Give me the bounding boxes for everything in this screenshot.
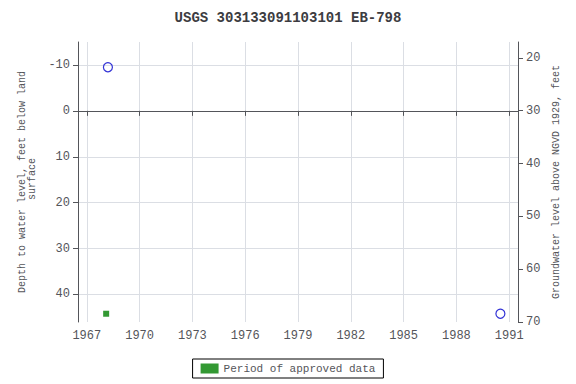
svg-text:1973: 1973 [178,329,207,343]
svg-text:30: 30 [56,242,70,256]
svg-text:Depth to water level, feet bel: Depth to water level, feet below land [17,71,28,293]
svg-text:1985: 1985 [389,329,418,343]
svg-text:1988: 1988 [442,329,471,343]
svg-text:60: 60 [526,262,540,276]
svg-text:surface: surface [27,158,38,206]
svg-text:1976: 1976 [231,329,260,343]
svg-text:1982: 1982 [336,329,365,343]
svg-text:1967: 1967 [72,329,101,343]
svg-text:1970: 1970 [125,329,154,343]
svg-text:20: 20 [526,51,540,65]
svg-text:70: 70 [526,315,540,329]
svg-text:40: 40 [526,157,540,171]
svg-text:0: 0 [63,104,70,118]
svg-text:50: 50 [526,209,540,223]
svg-text:USGS 303133091103101 EB-798: USGS 303133091103101 EB-798 [175,10,402,26]
svg-text:1979: 1979 [284,329,313,343]
svg-text:20: 20 [56,196,70,210]
svg-text:1991: 1991 [495,329,524,343]
svg-text:-10: -10 [48,58,70,72]
svg-text:10: 10 [56,150,70,164]
svg-text:40: 40 [56,287,70,301]
svg-text:30: 30 [526,104,540,118]
svg-text:Groundwater level above NGVD 1: Groundwater level above NGVD 1929, feet [551,65,562,299]
svg-text:Period of approved data: Period of approved data [224,363,376,375]
